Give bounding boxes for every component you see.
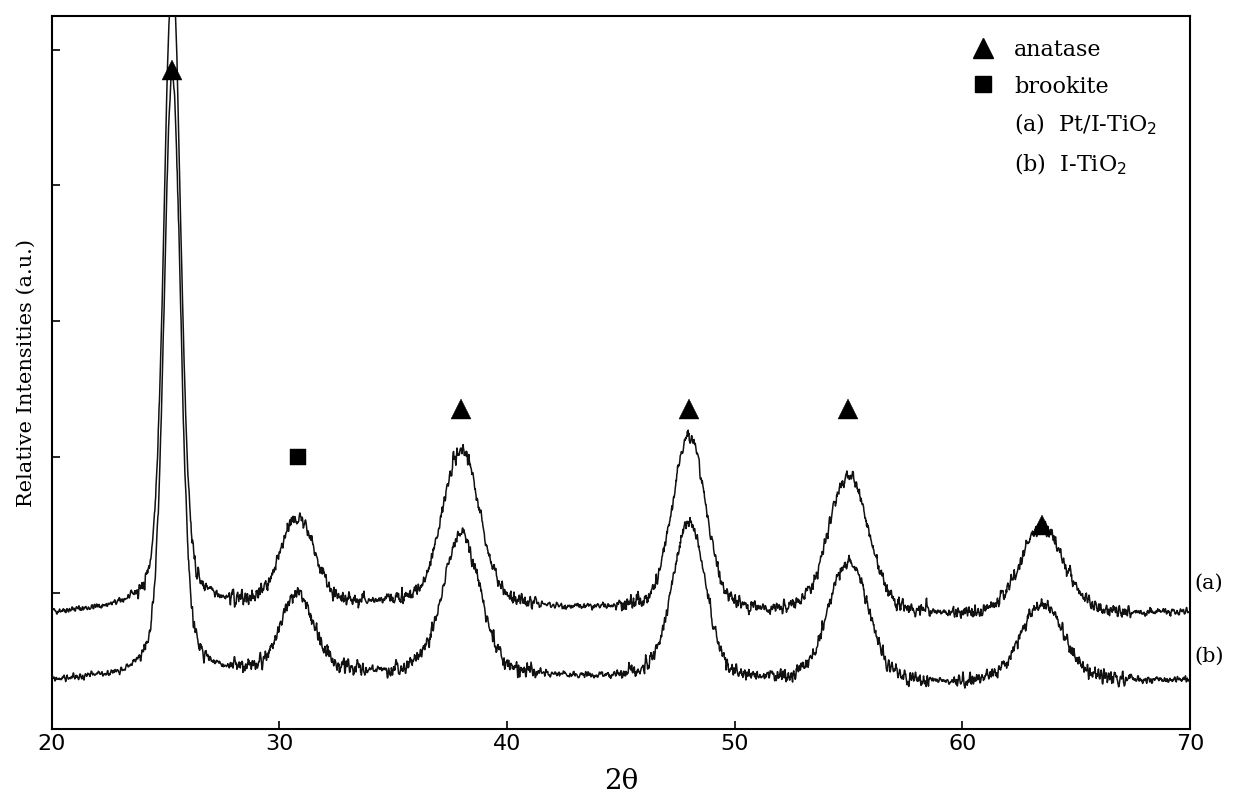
X-axis label: 2θ: 2θ bbox=[604, 767, 637, 794]
Text: (b): (b) bbox=[1194, 646, 1224, 665]
Text: (a): (a) bbox=[1194, 573, 1223, 592]
Legend: anatase, brookite, (a)  Pt/I-TiO$_2$, (b)  I-TiO$_2$: anatase, brookite, (a) Pt/I-TiO$_2$, (b)… bbox=[961, 31, 1167, 186]
Y-axis label: Relative Intensities (a.u.): Relative Intensities (a.u.) bbox=[16, 238, 36, 507]
